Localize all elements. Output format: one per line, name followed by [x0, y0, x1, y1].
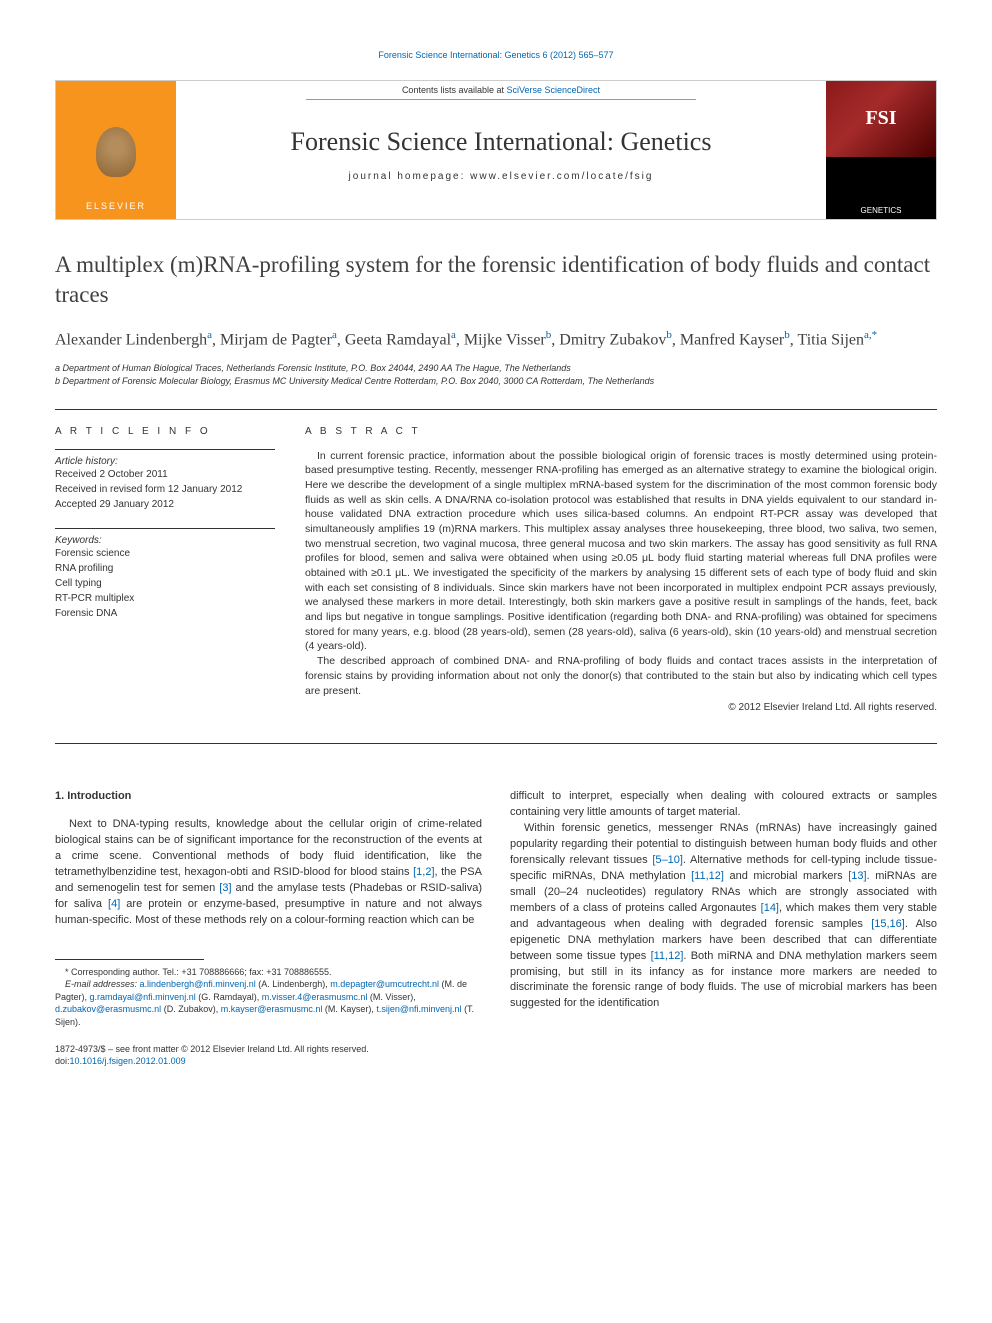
author-affiliation-sup: b	[666, 329, 672, 341]
author-affiliation-sup: a	[451, 329, 456, 341]
keywords-block: Keywords: Forensic science RNA profiling…	[55, 528, 275, 621]
abstract: A B S T R A C T In current forensic prac…	[305, 426, 937, 714]
affiliation-a: a Department of Human Biological Traces,…	[55, 362, 937, 376]
abstract-paragraph-2: The described approach of combined DNA- …	[305, 654, 937, 698]
reference-link[interactable]: [15,16]	[871, 918, 905, 930]
journal-citation-link[interactable]: Forensic Science International: Genetics…	[55, 50, 937, 60]
contents-bar: Contents lists available at SciVerse Sci…	[306, 81, 696, 100]
author-affiliation-sup: a	[332, 329, 337, 341]
article-info-heading: A R T I C L E I N F O	[55, 426, 275, 437]
email-link[interactable]: t.sijen@nfi.minvenj.nl	[376, 1004, 461, 1014]
keyword: RT-PCR multiplex	[55, 591, 275, 606]
corresponding-author-note: * Corresponding author. Tel.: +31 708886…	[55, 966, 482, 979]
reference-link[interactable]: [5–10]	[652, 854, 683, 866]
email-author-name: (G. Ramdayal),	[198, 992, 262, 1002]
article-history: Article history: Received 2 October 2011…	[55, 449, 275, 512]
keyword: RNA profiling	[55, 561, 275, 576]
body-column-right: difficult to interpret, especially when …	[510, 789, 937, 1068]
issn-block: 1872-4973/$ – see front matter © 2012 El…	[55, 1043, 482, 1068]
reference-link[interactable]: [11,12]	[651, 950, 684, 962]
abstract-heading: A B S T R A C T	[305, 426, 937, 437]
email-link[interactable]: d.zubakov@erasmusmc.nl	[55, 1004, 161, 1014]
author-name: Manfred Kayser	[680, 331, 784, 348]
affiliations: a Department of Human Biological Traces,…	[55, 362, 937, 389]
email-link[interactable]: g.ramdayal@nfi.minvenj.nl	[90, 992, 196, 1002]
article-title: A multiplex (m)RNA-profiling system for …	[55, 250, 937, 310]
body-column-left: 1. Introduction Next to DNA-typing resul…	[55, 789, 482, 1068]
reference-link[interactable]: [11,12]	[691, 870, 724, 882]
author-affiliation-sup: a	[207, 329, 212, 341]
footnote-divider	[55, 959, 204, 960]
contents-prefix: Contents lists available at	[402, 85, 507, 95]
affiliation-b: b Department of Forensic Molecular Biolo…	[55, 375, 937, 389]
body-paragraph: difficult to interpret, especially when …	[510, 789, 937, 821]
author-affiliation-sup: a,*	[864, 329, 877, 341]
fsi-cover-thumbnail[interactable]: FSI GENETICS	[826, 81, 936, 219]
email-link[interactable]: m.visser.4@erasmusmc.nl	[262, 992, 368, 1002]
author-name: Titia Sijen	[797, 331, 864, 348]
keyword: Forensic DNA	[55, 606, 275, 621]
email-addresses: E-mail addresses: a.lindenbergh@nfi.minv…	[55, 978, 482, 1028]
sciencedirect-link[interactable]: SciVerse ScienceDirect	[507, 85, 601, 95]
keyword: Forensic science	[55, 546, 275, 561]
abstract-paragraph-1: In current forensic practice, informatio…	[305, 449, 937, 655]
body-paragraph: Within forensic genetics, messenger RNAs…	[510, 821, 937, 1012]
email-link[interactable]: m.kayser@erasmusmc.nl	[221, 1004, 323, 1014]
author-name: Mirjam de Pagter	[220, 331, 332, 348]
elsevier-label: ELSEVIER	[86, 201, 146, 211]
doi-prefix: doi:	[55, 1056, 70, 1066]
author-list: Alexander Lindenbergha, Mirjam de Pagter…	[55, 328, 937, 352]
section-heading-introduction: 1. Introduction	[55, 789, 482, 805]
author-name: Alexander Lindenbergh	[55, 331, 207, 348]
reference-link[interactable]: [4]	[108, 898, 120, 910]
journal-title-block: Contents lists available at SciVerse Sci…	[176, 81, 826, 219]
article-info: A R T I C L E I N F O Article history: R…	[55, 426, 275, 714]
author-name: Dmitry Zubakov	[559, 331, 666, 348]
journal-header: ELSEVIER Contents lists available at Sci…	[55, 80, 937, 220]
doi-link[interactable]: 10.1016/j.fsigen.2012.01.009	[70, 1056, 186, 1066]
history-accepted: Accepted 29 January 2012	[55, 497, 275, 512]
fsi-label: FSI	[865, 107, 896, 130]
email-label: E-mail addresses:	[65, 979, 140, 989]
issn-line: 1872-4973/$ – see front matter © 2012 El…	[55, 1043, 482, 1056]
history-revised: Received in revised form 12 January 2012	[55, 482, 275, 497]
author-affiliation-sup: b	[784, 329, 790, 341]
reference-link[interactable]: [13]	[848, 870, 866, 882]
email-link[interactable]: m.depagter@umcutrecht.nl	[330, 979, 439, 989]
journal-homepage: journal homepage: www.elsevier.com/locat…	[349, 171, 654, 182]
email-author-name: (D. Zubakov),	[164, 1004, 221, 1014]
keyword: Cell typing	[55, 576, 275, 591]
history-label: Article history:	[55, 456, 275, 467]
fsi-sublabel: GENETICS	[861, 206, 902, 215]
reference-link[interactable]: [14]	[761, 902, 779, 914]
reference-link[interactable]: [1,2]	[413, 866, 434, 878]
email-author-name: (M. Kayser),	[322, 1004, 376, 1014]
history-received: Received 2 October 2011	[55, 467, 275, 482]
fsi-cover-top: FSI	[826, 81, 936, 157]
fsi-cover-bottom: GENETICS	[826, 157, 936, 219]
elsevier-tree-icon	[86, 117, 146, 197]
body-paragraph: Next to DNA-typing results, knowledge ab…	[55, 817, 482, 929]
copyright: © 2012 Elsevier Ireland Ltd. All rights …	[305, 702, 937, 713]
divider	[55, 409, 937, 410]
reference-link[interactable]: [3]	[219, 882, 231, 894]
divider	[55, 743, 937, 744]
author-affiliation-sup: b	[546, 329, 552, 341]
keywords-label: Keywords:	[55, 535, 275, 546]
author-name: Mijke Visser	[464, 331, 546, 348]
email-author-name: (A. Lindenbergh),	[256, 979, 331, 989]
email-link[interactable]: a.lindenbergh@nfi.minvenj.nl	[140, 979, 256, 989]
elsevier-logo[interactable]: ELSEVIER	[56, 81, 176, 219]
email-author-name: (M. Visser),	[367, 992, 415, 1002]
author-name: Geeta Ramdayal	[345, 331, 451, 348]
journal-title: Forensic Science International: Genetics	[291, 127, 712, 157]
